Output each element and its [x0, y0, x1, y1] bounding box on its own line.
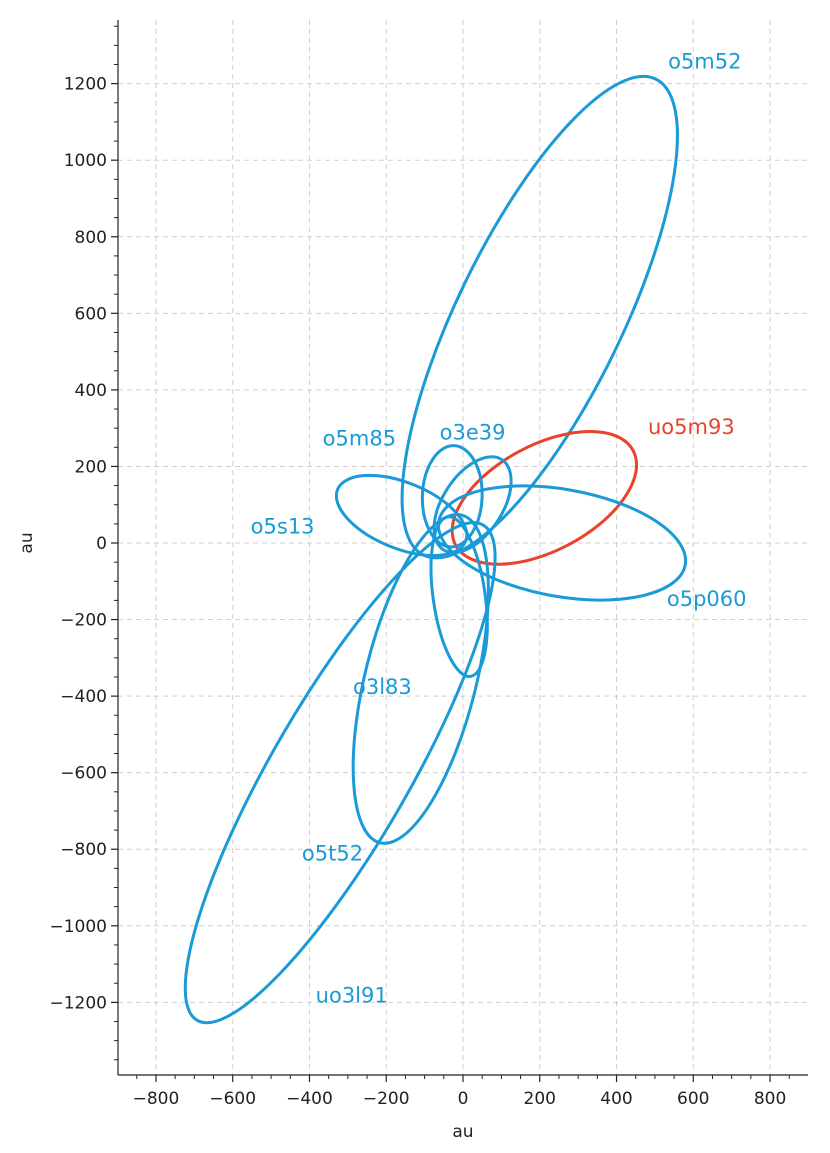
orbit-label-o5p060: o5p060 — [667, 587, 747, 611]
y-tick-label: 0 — [96, 534, 107, 554]
orbit-label-uo3l91: uo3l91 — [316, 983, 388, 1007]
orbit-labels: o5m52 uo5m93 o5p060 o3e39 o5m85 o5s13 o3l83 o5t… — [251, 49, 747, 1007]
y-tick-label: 400 — [75, 381, 107, 401]
y-axis-title: au — [17, 532, 37, 553]
x-tick-label: −200 — [363, 1089, 410, 1109]
y-tick-label: −1200 — [49, 993, 107, 1013]
x-tick-label: 0 — [458, 1089, 469, 1109]
y-tick-label: −1000 — [49, 917, 107, 937]
y-tick-label: −800 — [60, 840, 107, 860]
orbits — [183, 74, 688, 1025]
y-ticks: −1200 −1000 −800 −600 −400 −200 0 200 400 600 800 1… — [49, 75, 118, 1013]
orbit-o5m85 — [420, 444, 484, 549]
orbit-label-o5s13: o5s13 — [251, 514, 315, 538]
orbit-o3e39 — [432, 455, 513, 555]
x-tick-label: 200 — [524, 1089, 556, 1109]
y-tick-label: −600 — [60, 764, 107, 784]
x-tick-label: −600 — [209, 1089, 256, 1109]
x-ticks: −800 −600 −400 −200 0 200 400 600 800 — [133, 1075, 786, 1109]
y-tick-label: 200 — [75, 457, 107, 477]
orbit-label-o3e39: o3e39 — [440, 421, 506, 445]
y-tick-label: 800 — [75, 228, 107, 248]
orbit-label-o5m52: o5m52 — [668, 49, 741, 73]
x-tick-label: −800 — [133, 1089, 180, 1109]
orbit-uo3l91 — [183, 521, 497, 1025]
orbit-label-o5m85: o5m85 — [323, 426, 396, 450]
minor-ticks — [114, 25, 790, 1079]
x-axis-title: au — [452, 1122, 473, 1142]
x-tick-label: −400 — [286, 1089, 333, 1109]
orbit-label-o5t52: o5t52 — [302, 842, 363, 866]
x-tick-label: 400 — [600, 1089, 632, 1109]
y-tick-label: 1200 — [64, 75, 107, 95]
x-tick-label: 800 — [754, 1089, 786, 1109]
y-tick-label: 600 — [75, 304, 107, 324]
y-tick-label: 1000 — [64, 151, 107, 171]
orbit-label-o3l83: o3l83 — [353, 675, 412, 699]
orbit-label-uo5m93: uo5m93 — [648, 415, 735, 439]
y-tick-label: −400 — [60, 687, 107, 707]
orbit-o5s13 — [334, 473, 469, 557]
y-tick-label: −200 — [60, 611, 107, 631]
x-tick-label: 600 — [677, 1089, 709, 1109]
